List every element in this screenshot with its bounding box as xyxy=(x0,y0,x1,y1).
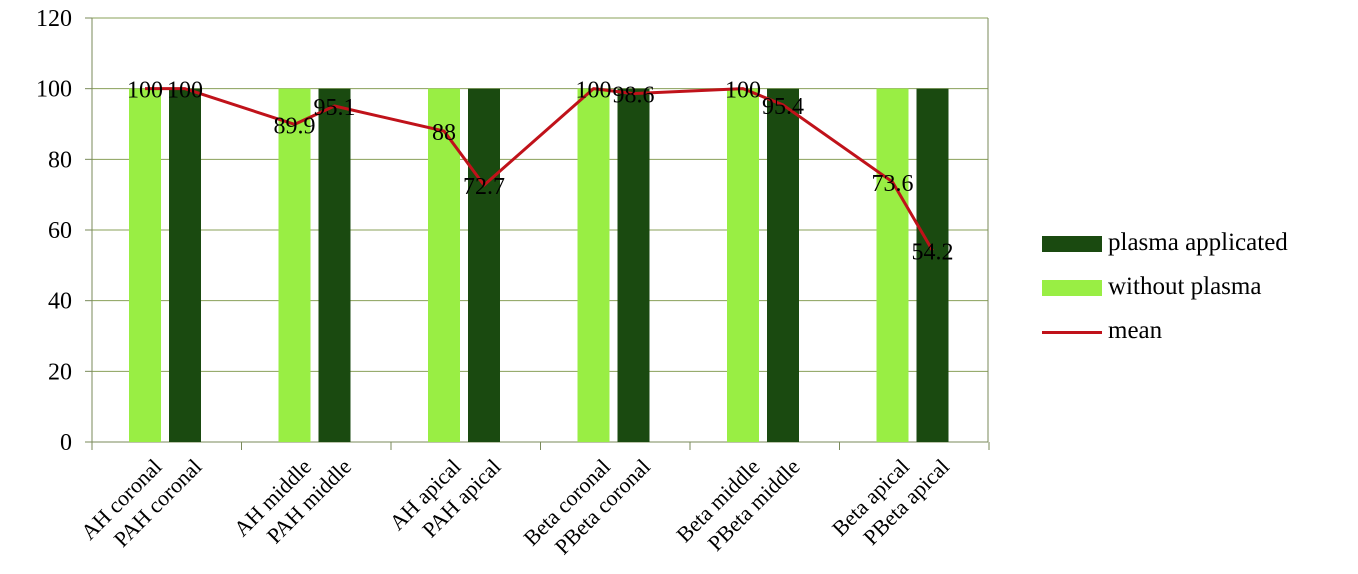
bar-plasma-applicated xyxy=(916,88,949,443)
legend-swatch-mean xyxy=(1042,331,1102,334)
data-label: 72.7 xyxy=(463,174,505,200)
legend-swatch-plasma-applicated xyxy=(1042,236,1102,252)
y-tick-label: 40 xyxy=(48,289,72,315)
y-tick-label: 100 xyxy=(36,77,72,103)
data-label: 100 xyxy=(127,78,163,104)
bar-plasma-applicated xyxy=(169,88,201,443)
bar-plasma-applicated xyxy=(468,88,500,443)
data-label: 73.6 xyxy=(872,171,914,197)
data-label: 89.9 xyxy=(274,113,316,139)
bar-without-plasma xyxy=(876,88,909,443)
data-label: 100 xyxy=(725,78,761,104)
bar-plasma-applicated xyxy=(617,88,650,443)
bar-without-plasma xyxy=(727,88,759,443)
bar-without-plasma xyxy=(129,88,161,443)
gridlines xyxy=(92,17,988,443)
legend-label: mean xyxy=(1108,317,1163,344)
bar-without-plasma xyxy=(577,88,610,443)
data-label: 100 xyxy=(167,78,203,104)
bar-without-plasma xyxy=(278,88,311,443)
data-label: 95.1 xyxy=(314,95,356,121)
mean-line xyxy=(144,87,934,252)
y-tick-label: 0 xyxy=(60,430,72,456)
bars xyxy=(129,88,949,443)
bar-plasma-applicated xyxy=(318,88,351,443)
data-label: 100 xyxy=(576,78,612,104)
data-label: 54.2 xyxy=(912,239,954,265)
data-label: 88 xyxy=(432,120,456,146)
legend-label: without plasma xyxy=(1108,273,1262,300)
mean-line-path xyxy=(145,87,934,252)
legend-label: plasma applicated xyxy=(1108,229,1288,256)
legend-swatch-without-plasma xyxy=(1042,280,1102,296)
y-tick-label: 120 xyxy=(36,6,72,32)
y-tick-label: 20 xyxy=(48,359,72,385)
data-label: 95.4 xyxy=(762,94,804,120)
bar-plasma-applicated xyxy=(767,88,799,443)
y-axis: 0 20 40 60 80 100 120 xyxy=(36,6,989,456)
y-tick-label: 80 xyxy=(48,147,72,173)
y-tick-label: 60 xyxy=(48,218,72,244)
data-label: 98.6 xyxy=(613,83,655,109)
